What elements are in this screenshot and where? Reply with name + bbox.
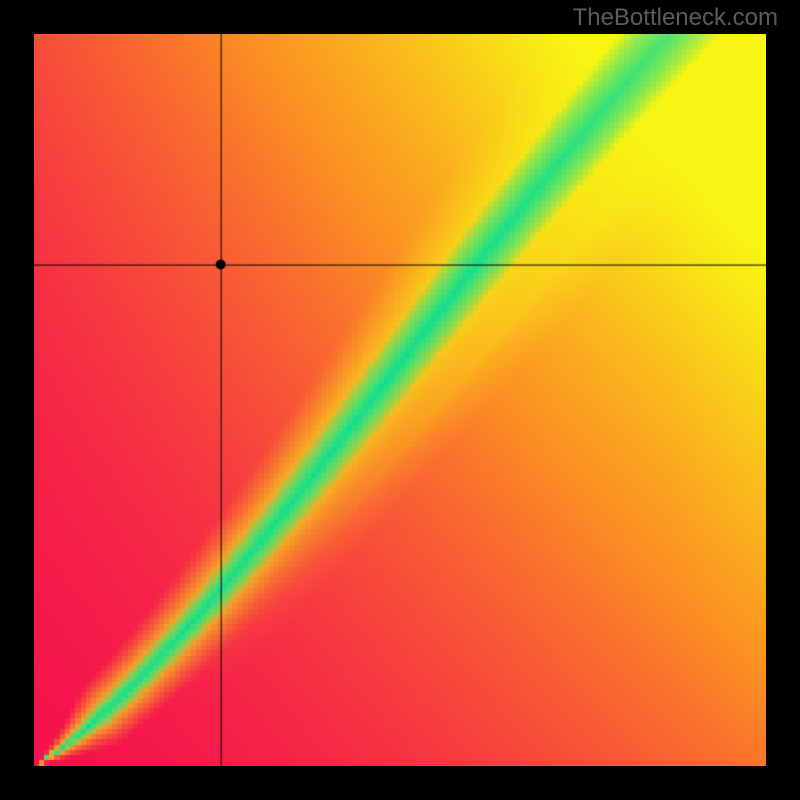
bottleneck-heatmap	[34, 34, 766, 766]
watermark-text: TheBottleneck.com	[573, 4, 778, 32]
chart-container: TheBottleneck.com	[0, 0, 800, 800]
